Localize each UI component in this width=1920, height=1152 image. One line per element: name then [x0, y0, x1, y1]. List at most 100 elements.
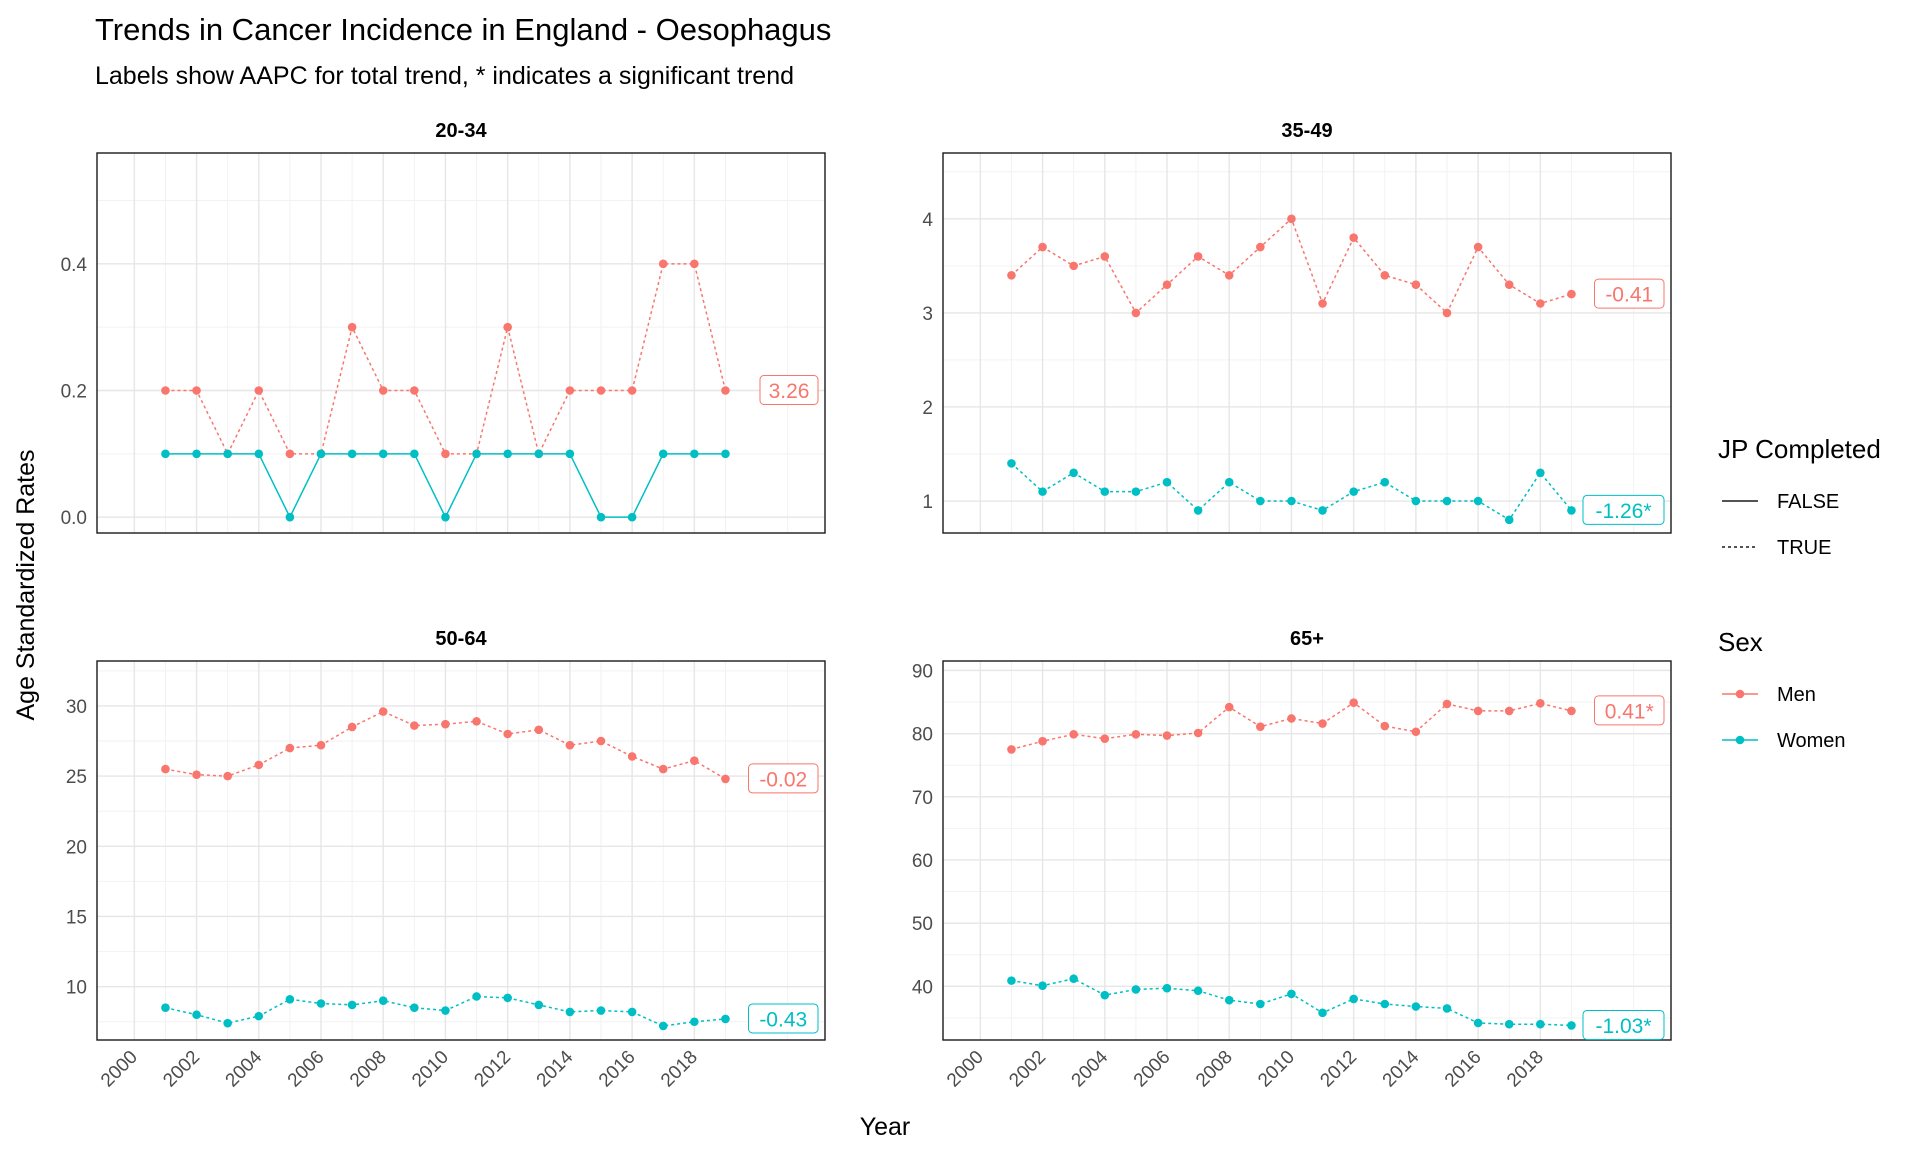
data-point	[254, 1011, 264, 1021]
y-tick-label: 0.2	[61, 382, 87, 403]
data-point	[378, 707, 388, 716]
y-tick-label: 3	[922, 304, 933, 325]
data-point	[1567, 1021, 1576, 1030]
series-women: -1.03*	[1007, 974, 1665, 1040]
aapc-label-text: 3.26	[769, 380, 810, 403]
y-tick-label: 70	[912, 788, 933, 809]
series-women: -1.26*	[1007, 459, 1665, 525]
aapc-label: 3.26	[759, 375, 819, 405]
data-point	[1100, 487, 1110, 496]
data-point	[1504, 280, 1514, 289]
x-axis-title: Year	[860, 1113, 911, 1141]
data-point	[658, 259, 668, 269]
data-point	[1162, 280, 1172, 289]
data-point	[1473, 706, 1483, 716]
legend-label: Women	[1777, 730, 1846, 752]
data-point	[1038, 242, 1047, 252]
aapc-label-text: -0.43	[759, 1008, 807, 1031]
data-point	[534, 725, 544, 735]
data-point	[347, 1000, 357, 1010]
data-point	[223, 771, 232, 781]
data-point	[1131, 985, 1141, 994]
data-point	[1007, 270, 1016, 280]
data-point	[316, 999, 326, 1008]
data-point	[378, 386, 388, 395]
data-point	[1287, 214, 1296, 224]
x-tick-label: 2002	[1005, 1047, 1050, 1092]
x-tick-label: 2014	[533, 1046, 578, 1091]
data-point	[1442, 1004, 1452, 1013]
data-point	[378, 996, 388, 1005]
data-point	[690, 1017, 699, 1027]
data-point	[1411, 280, 1421, 289]
data-point	[1007, 745, 1016, 754]
facet-panel-65+: 65+ 40 50 60 70 80 90 2000 2002 2004 2006 2008 2010 2…	[912, 628, 1672, 1092]
data-point	[192, 770, 201, 779]
data-point	[1318, 506, 1327, 515]
data-point	[441, 1006, 450, 1015]
data-point	[534, 449, 544, 459]
panel-border	[942, 152, 1672, 534]
data-point	[161, 764, 170, 774]
data-point	[503, 993, 512, 1003]
data-point	[721, 449, 730, 459]
y-tick-label: 4	[922, 210, 933, 231]
data-point	[161, 386, 170, 395]
data-point	[161, 1003, 170, 1013]
x-tick-label: 2000	[943, 1047, 988, 1092]
data-point	[1536, 1019, 1545, 1029]
y-tick-label: 10	[66, 978, 87, 999]
data-point	[1131, 729, 1141, 739]
data-point	[1038, 487, 1047, 496]
data-point	[1318, 1008, 1327, 1018]
data-point	[1380, 999, 1390, 1009]
data-point	[1473, 496, 1483, 506]
x-tick-label: 2014	[1379, 1046, 1424, 1091]
data-point	[1100, 990, 1110, 1000]
aapc-label-box	[748, 1003, 819, 1034]
data-point	[1193, 728, 1203, 738]
aapc-label-text: -1.26*	[1595, 500, 1651, 523]
aapc-label-box	[1582, 494, 1665, 525]
data-point	[1256, 722, 1265, 731]
data-point	[1536, 699, 1545, 708]
chart-subtitle: Labels show AAPC for total trend, * indi…	[95, 62, 794, 90]
data-point	[1069, 468, 1078, 478]
data-point	[1287, 989, 1296, 999]
data-point	[1411, 496, 1421, 506]
strip-label: 65+	[1290, 628, 1324, 650]
series-men: -0.02	[161, 707, 819, 794]
data-point	[565, 386, 575, 395]
data-point	[627, 752, 637, 761]
data-point	[1567, 289, 1576, 299]
data-point	[1193, 506, 1203, 515]
data-point	[503, 322, 512, 332]
data-point	[192, 386, 201, 395]
series-men: 3.26	[161, 259, 819, 459]
data-point	[565, 1007, 575, 1017]
data-point	[1473, 1018, 1483, 1028]
data-point	[1256, 496, 1265, 506]
legend-key-point	[1735, 689, 1745, 699]
data-point	[534, 1000, 544, 1010]
legend-title-linetype: JP Completed	[1718, 434, 1881, 464]
data-point	[1536, 299, 1545, 308]
data-point	[472, 992, 481, 1001]
data-point	[316, 740, 326, 750]
x-tick-label: 2006	[284, 1047, 329, 1092]
y-tick-label: 2	[922, 398, 933, 419]
aapc-label: -1.03*	[1582, 1009, 1665, 1040]
aapc-label-text: -1.03*	[1595, 1015, 1651, 1038]
aapc-label: -0.43	[748, 1003, 819, 1034]
strip-label: 50-64	[435, 628, 487, 650]
strip-label: 20-34	[435, 120, 487, 142]
data-point	[1380, 477, 1390, 487]
data-point	[1318, 719, 1327, 728]
y-tick-label: 0.0	[61, 508, 87, 529]
data-point	[1567, 506, 1576, 515]
y-axis-title: Age Standardized Rates	[12, 449, 40, 720]
series-men: -0.41	[1007, 214, 1665, 318]
data-point	[192, 449, 201, 459]
data-point	[1349, 994, 1358, 1004]
x-tick-label: 2018	[657, 1047, 702, 1092]
